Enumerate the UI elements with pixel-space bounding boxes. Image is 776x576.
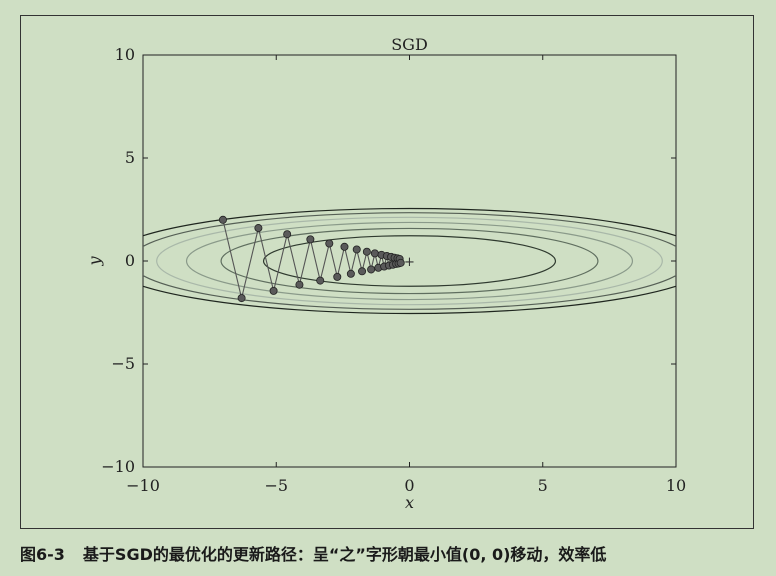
sgd-path-line: [222, 219, 402, 299]
x-tick-label: −10: [126, 476, 160, 495]
sgd-point: [218, 215, 227, 224]
sgd-point: [237, 294, 246, 303]
caption-text: 基于SGD的最优化的更新路径：呈“之”字形朝最小值(0, 0)移动，效率低: [82, 545, 607, 564]
contour-line: [220, 227, 599, 295]
sgd-point: [306, 235, 315, 244]
y-tick-label: 10: [115, 45, 135, 64]
x-tick-label: 10: [666, 476, 686, 495]
sgd-point: [346, 269, 355, 278]
sgd-point: [358, 267, 367, 276]
sgd-point: [352, 245, 361, 254]
sgd-point: [254, 224, 263, 233]
sgd-point: [295, 280, 304, 289]
minimum-marker: +: [404, 255, 415, 270]
axis-ticks: −10 −5 0 5 10 −10 −5 0 5 10: [101, 45, 686, 495]
sgd-point: [325, 239, 334, 248]
x-tick-label: 0: [404, 476, 414, 495]
contour-line: [185, 221, 634, 301]
sgd-point: [370, 249, 379, 258]
chart-title: SGD: [391, 35, 428, 54]
sgd-point: [269, 286, 278, 295]
figure-number: 图6-3: [20, 545, 65, 564]
y-tick-label: −5: [111, 354, 135, 373]
sgd-point: [367, 265, 376, 274]
sgd-point: [362, 247, 371, 256]
contour-line: [143, 212, 676, 310]
contour-lines: [143, 207, 676, 315]
x-axis-label: x: [405, 493, 414, 512]
sgd-points: +: [218, 215, 415, 303]
x-tick-label: −5: [264, 476, 288, 495]
contour-line: [262, 235, 557, 287]
sgd-point: [283, 230, 292, 239]
sgd-point: [333, 272, 342, 281]
contour-line: [143, 207, 676, 315]
y-tick-label: 0: [125, 251, 135, 270]
figure-frame: [20, 15, 754, 529]
y-tick-label: −10: [101, 457, 135, 476]
figure-caption: 图6-3 基于SGD的最优化的更新路径：呈“之”字形朝最小值(0, 0)移动，效率…: [20, 541, 606, 565]
y-axis-label: y: [85, 256, 104, 267]
sgd-point: [316, 276, 325, 285]
x-tick-label: 5: [538, 476, 548, 495]
y-tick-label: 5: [125, 148, 135, 167]
sgd-point: [340, 242, 349, 251]
sgd-path: [222, 219, 402, 299]
sgd-chart: −10 −5 0 5 10 −10 −5 0 5 10 + SGD x y: [85, 35, 686, 512]
contour-line: [156, 216, 663, 306]
sgd-point: [396, 258, 405, 267]
